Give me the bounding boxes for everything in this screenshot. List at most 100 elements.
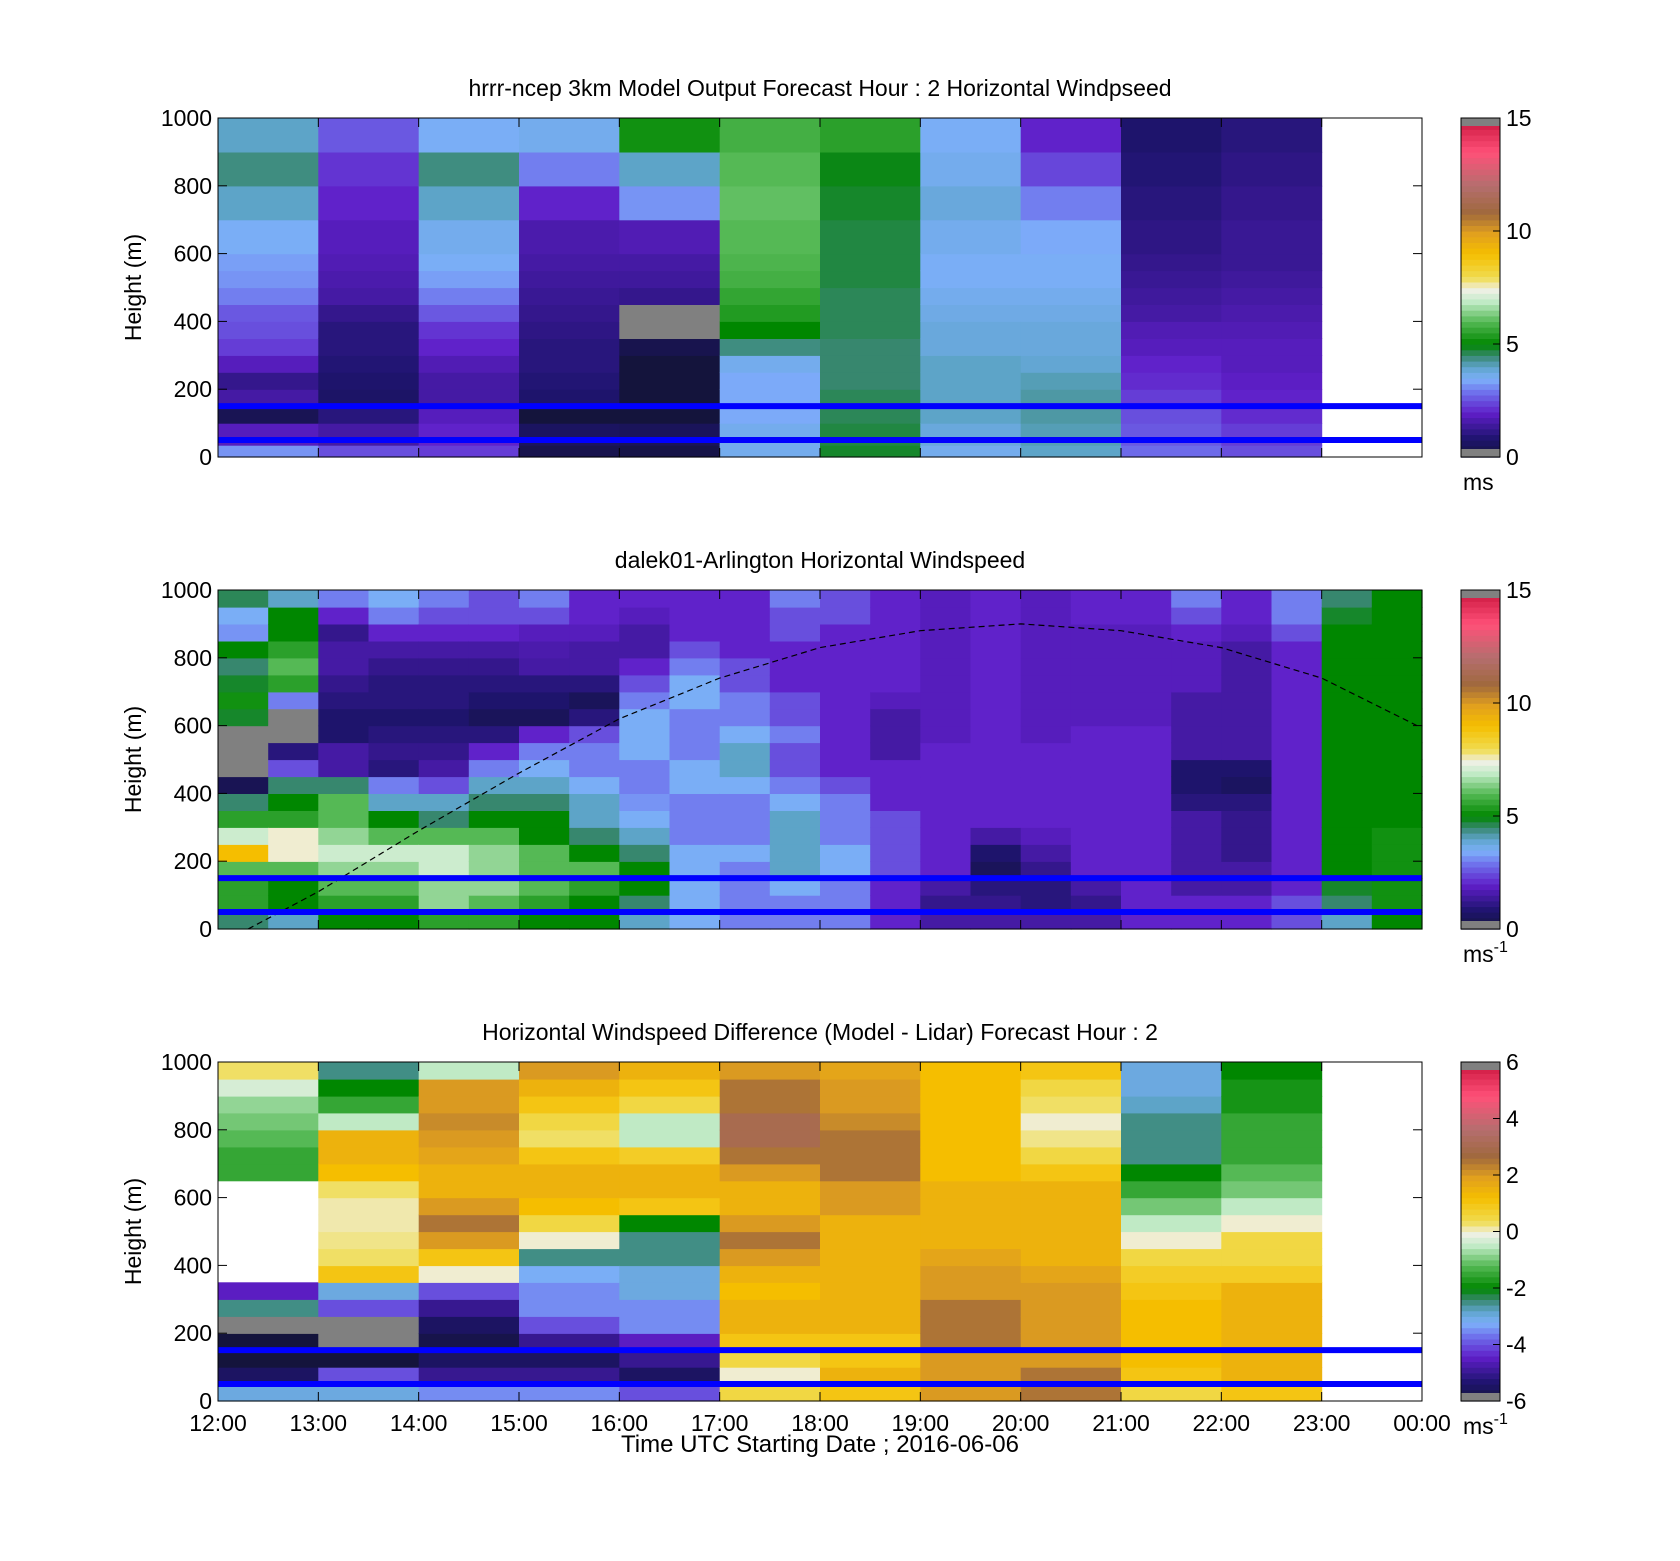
colorbar-swatch	[1461, 731, 1500, 738]
colorbar-swatch	[1461, 377, 1500, 385]
colorbar-swatch	[1461, 1242, 1500, 1250]
heatmap-cell	[970, 810, 1022, 828]
heatmap-cell	[920, 590, 972, 608]
heatmap-cell	[519, 827, 570, 845]
heatmap-cell	[1221, 1248, 1323, 1267]
heatmap-cell	[1020, 1214, 1122, 1233]
colorbar-swatch	[1461, 601, 1500, 608]
colorbar-swatch	[1461, 428, 1500, 436]
colorbar-swatch	[1461, 360, 1500, 368]
heatmap-cell	[368, 674, 420, 693]
heatmap-cell	[1121, 590, 1172, 608]
heatmap-cell	[1121, 640, 1172, 659]
colorbar-swatch	[1461, 595, 1500, 602]
heatmap-cell	[218, 844, 269, 862]
colorbar-swatch	[1461, 900, 1500, 908]
colorbar-swatch	[1461, 1248, 1500, 1255]
heatmap-cell	[519, 861, 570, 879]
heatmap-cell	[719, 372, 821, 390]
colorbar-swatch	[1461, 607, 1500, 614]
heatmap-cell	[218, 304, 319, 322]
colorbar-swatch	[1461, 440, 1500, 447]
heatmap-cell	[1020, 445, 1122, 458]
heatmap-cell	[970, 793, 1022, 811]
colorbar-unit: ms	[1463, 469, 1494, 495]
heatmap-cell	[318, 1214, 420, 1233]
heatmap-cell	[820, 657, 871, 676]
heatmap-cell	[1070, 691, 1122, 710]
heatmap-cell	[920, 657, 972, 676]
heatmap-cell	[318, 1197, 420, 1216]
heatmap-cell	[669, 759, 721, 778]
heatmap-cell	[1020, 1299, 1122, 1317]
heatmap-cell	[1321, 742, 1373, 761]
heatmap-cell	[619, 406, 721, 424]
y-tick-label: 1000	[161, 1049, 212, 1075]
heatmap-cell	[820, 1350, 921, 1368]
heatmap-cell	[519, 151, 620, 187]
heatmap-cell	[519, 185, 620, 221]
heatmap-cell	[1121, 725, 1172, 744]
colorbar-swatch	[1461, 714, 1500, 721]
heatmap-cell	[418, 810, 470, 828]
heatmap-cell	[820, 742, 871, 761]
heatmap-cell	[1271, 674, 1323, 693]
heatmap-cell	[318, 640, 370, 659]
x-tick-label: 18:00	[791, 1410, 849, 1436]
heatmap-cell	[870, 844, 921, 862]
heatmap-cell	[920, 1316, 1022, 1334]
heatmap-cell	[418, 1248, 520, 1267]
heatmap-cell	[1121, 1146, 1222, 1165]
heatmap-cell	[569, 640, 620, 659]
heatmap-cell	[1371, 844, 1423, 862]
heatmap-cell	[1321, 590, 1373, 608]
colorbar-swatch	[1461, 1090, 1500, 1097]
heatmap-cell	[418, 1231, 520, 1250]
heatmap-cell	[569, 861, 620, 879]
colorbar-swatch	[1461, 1231, 1500, 1238]
colorbar-swatch	[1461, 770, 1500, 778]
heatmap-cell	[619, 691, 671, 710]
colorbar-swatch	[1461, 417, 1500, 424]
heatmap-cell	[1020, 1265, 1122, 1283]
colorbar-swatch	[1461, 861, 1500, 868]
heatmap-cell	[318, 1333, 420, 1351]
heatmap-cell	[1371, 674, 1423, 693]
heatmap-cell	[669, 793, 721, 811]
heatmap-cell	[318, 1180, 420, 1199]
heatmap-cell	[619, 219, 721, 255]
heatmap-cell	[418, 287, 520, 305]
heatmap-cell	[468, 861, 520, 879]
chart-title: dalek01-Arlington Horizontal Windspeed	[615, 547, 1025, 573]
heatmap-cell	[719, 1248, 821, 1267]
heatmap-cell	[1271, 912, 1323, 930]
colorbar-swatch	[1461, 674, 1500, 682]
colorbar-swatch	[1461, 123, 1500, 130]
heatmap-cell	[418, 1129, 520, 1148]
colorbar-over-swatch	[1461, 590, 1500, 598]
heatmap-cell	[519, 1316, 620, 1334]
heatmap-cell	[920, 1062, 1022, 1080]
heatmap-cell	[318, 1079, 420, 1097]
y-tick-label: 400	[174, 780, 212, 806]
heatmap-cell	[1221, 118, 1323, 153]
heatmap-cell	[519, 725, 570, 744]
colorbar-swatch	[1461, 787, 1500, 795]
heatmap-cell	[218, 389, 319, 407]
heatmap-cell	[920, 640, 972, 659]
heatmap-cell	[218, 287, 319, 305]
heatmap-cell	[619, 355, 721, 373]
heatmap-cell	[870, 742, 921, 761]
heatmap-cell	[870, 810, 921, 828]
x-tick-label: 16:00	[591, 1410, 649, 1436]
heatmap-cell	[519, 1146, 620, 1165]
heatmap-cell	[719, 1129, 821, 1148]
heatmap-cell	[920, 151, 1022, 187]
heatmap-cell	[1321, 844, 1373, 862]
heatmap-cell	[1221, 1316, 1323, 1334]
heatmap-cell	[870, 607, 921, 625]
heatmap-cell	[218, 1384, 319, 1402]
heatmap-cell	[920, 445, 1022, 458]
heatmap-cell	[769, 657, 821, 676]
heatmap-cell	[970, 623, 1022, 642]
